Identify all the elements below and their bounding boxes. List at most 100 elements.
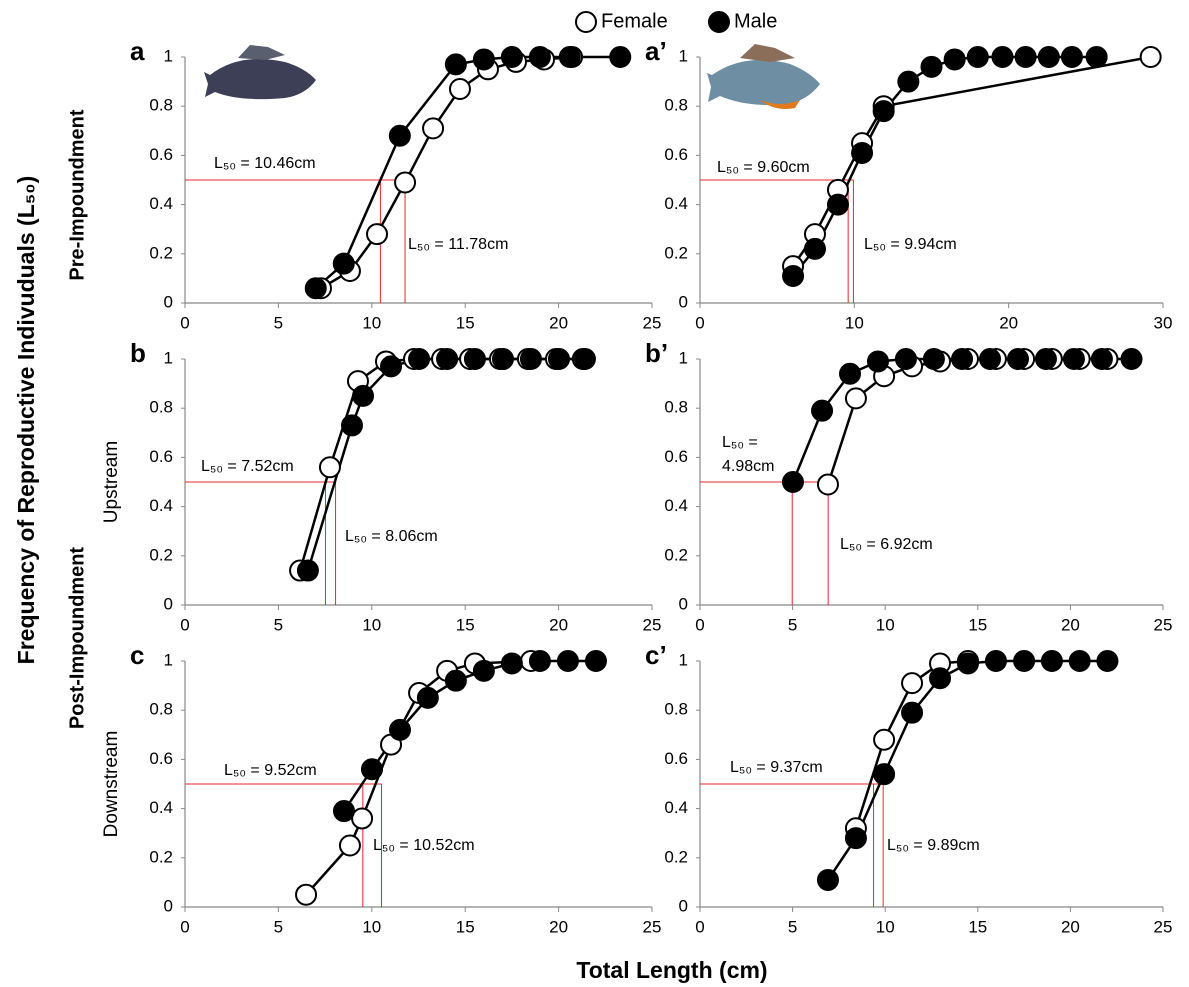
data-point [839, 362, 862, 385]
y-tick-label: 0.8 [149, 96, 173, 115]
data-point [394, 171, 417, 194]
x-tick-label: 25 [1154, 615, 1173, 634]
data-point [463, 348, 486, 370]
y-tick-label: 0.6 [149, 447, 173, 466]
y-tick-label: 0.4 [149, 496, 173, 515]
data-point [444, 669, 467, 692]
data-point [844, 827, 867, 850]
y-tick-label: 0.6 [664, 447, 688, 466]
data-point [901, 701, 924, 724]
data-point [816, 868, 839, 891]
data-point [304, 277, 327, 300]
l50-label: L₅₀ = 9.37cm [730, 759, 823, 776]
data-point [844, 387, 867, 410]
data-point [956, 652, 979, 675]
y-tick-label: 0.2 [149, 243, 173, 262]
data-point [979, 348, 1002, 370]
x-tick-label: 10 [876, 615, 895, 634]
x-tick-label: 20 [999, 313, 1018, 332]
panel-label: b [130, 338, 146, 368]
row-label: Pre-Impoundment [66, 109, 88, 280]
y-tick-label: 0 [164, 896, 173, 915]
series-line [792, 55, 1151, 267]
y-tick-label: 0 [679, 594, 688, 613]
fish-icon [707, 44, 820, 109]
data-point [318, 456, 341, 479]
x-tick-label: 10 [876, 917, 895, 936]
data-point [803, 237, 826, 260]
data-point [984, 650, 1007, 672]
data-point [416, 686, 439, 709]
x-tick-label: 5 [274, 313, 283, 332]
y-tick-label: 0.2 [149, 545, 173, 564]
legend-marker [708, 11, 730, 33]
data-point [444, 53, 467, 76]
row-label: Downstream [101, 731, 122, 838]
data-point [351, 807, 374, 830]
y-tick-label: 0.4 [664, 496, 688, 515]
y-tick-label: 0.8 [664, 96, 688, 115]
data-point [920, 55, 943, 78]
y-tick-label: 0.2 [149, 847, 173, 866]
y-tick-label: 0.4 [149, 194, 173, 213]
l50-label: L₅₀ = 9.52cm [224, 762, 317, 779]
x-tick-label: 0 [695, 615, 704, 634]
data-point [332, 252, 355, 275]
panel-label: a’ [645, 36, 667, 66]
l50-label: L₅₀ = 9.94cm [864, 236, 957, 253]
data-point [472, 48, 495, 71]
y-tick-label: 0 [164, 594, 173, 613]
x-tick-label: 10 [845, 313, 864, 332]
data-point [991, 46, 1014, 68]
data-point [1068, 650, 1091, 672]
panel-label: c [130, 640, 144, 670]
legend-marker [575, 11, 597, 33]
legend-label: Female [601, 10, 668, 32]
l50-label: 4.98cm [722, 458, 774, 475]
panel-label: b’ [645, 338, 668, 368]
data-point [781, 471, 804, 493]
x-tick-label: 20 [549, 313, 568, 332]
data-point [811, 399, 834, 422]
x-tick-label: 10 [362, 313, 381, 332]
y-tick-label: 0 [679, 292, 688, 311]
panel-label: a [130, 36, 145, 66]
x-tick-label: 0 [695, 313, 704, 332]
x-tick-label: 5 [788, 615, 797, 634]
data-point [1013, 650, 1036, 672]
x-tick-label: 0 [695, 917, 704, 936]
data-point [500, 46, 523, 68]
x-tick-label: 10 [362, 615, 381, 634]
series-line [298, 357, 583, 571]
data-point [422, 117, 445, 140]
row-label: Post-Impoundment [66, 547, 88, 730]
y-tick-label: 0.4 [664, 798, 688, 817]
data-point [609, 46, 632, 68]
data-point [500, 652, 523, 675]
data-point [951, 348, 974, 370]
x-tick-label: 25 [643, 615, 662, 634]
data-point [528, 46, 551, 68]
y-tick-label: 1 [164, 348, 173, 367]
data-point [1139, 46, 1162, 68]
x-tick-label: 20 [1061, 615, 1080, 634]
l50-label: L₅₀ = 10.52cm [373, 837, 475, 854]
data-point [573, 348, 596, 370]
data-point [388, 124, 411, 147]
data-point [340, 414, 363, 437]
x-tick-label: 5 [274, 615, 283, 634]
data-point [389, 718, 412, 741]
data-point [1096, 650, 1119, 672]
y-tick-label: 0.6 [149, 749, 173, 768]
y-tick-label: 1 [679, 348, 688, 367]
legend-label: Male [734, 10, 777, 32]
series-line [826, 357, 1108, 485]
data-point [966, 46, 989, 68]
data-point [491, 348, 514, 370]
x-tick-label: 15 [456, 313, 475, 332]
x-tick-label: 25 [1154, 917, 1173, 936]
y-tick-label: 0.2 [664, 847, 688, 866]
y-tick-label: 0 [679, 896, 688, 915]
x-tick-label: 0 [180, 313, 189, 332]
